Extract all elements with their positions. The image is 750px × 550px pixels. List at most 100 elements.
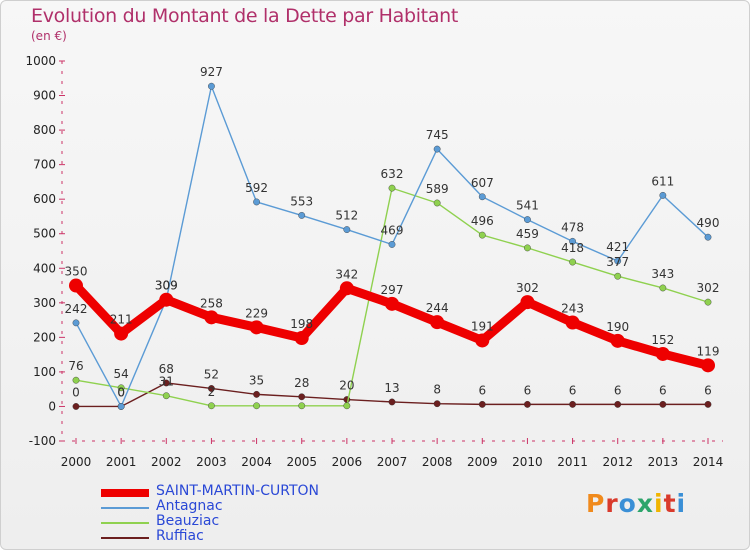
x-tick-label: 2003	[196, 455, 227, 469]
data-label: 469	[381, 223, 404, 237]
data-label: 927	[200, 65, 223, 79]
data-point	[343, 226, 351, 233]
x-tick-label: 2005	[286, 455, 317, 469]
x-tick-label: 2002	[151, 455, 182, 469]
legend-label: Beauziac	[156, 513, 220, 529]
legend-label: Ruffiac	[156, 528, 204, 544]
data-label: 589	[426, 182, 449, 196]
x-tick-label: 2012	[602, 455, 633, 469]
data-point	[253, 402, 260, 410]
y-tick-label: 400	[33, 261, 56, 275]
data-label: 512	[335, 209, 358, 223]
data-label: 297	[381, 283, 404, 297]
data-label: 421	[606, 240, 629, 254]
data-point	[478, 193, 486, 201]
data-label: 190	[606, 320, 629, 334]
data-point	[388, 184, 396, 192]
data-point	[655, 346, 670, 361]
data-label: 478	[561, 220, 584, 234]
x-tick-label: 2008	[422, 455, 453, 469]
data-label: 309	[155, 279, 178, 293]
data-point	[343, 402, 351, 410]
legend-swatch	[101, 489, 149, 497]
line-chart: -100010020030040050060070080090010002000…	[25, 54, 724, 469]
data-point	[478, 231, 486, 239]
data-label: 191	[471, 319, 494, 333]
data-label: 302	[516, 281, 539, 295]
y-tick-label: 0	[48, 399, 56, 413]
data-label: 302	[697, 281, 720, 295]
data-point	[475, 333, 490, 348]
data-point	[524, 400, 531, 408]
data-label: 6	[524, 383, 532, 397]
data-label: 350	[65, 265, 88, 279]
logo-letter: P	[586, 489, 606, 518]
data-point	[610, 333, 625, 348]
data-label: 6	[569, 383, 577, 397]
logo-letter: r	[605, 489, 619, 518]
data-label: 258	[200, 296, 223, 310]
data-point	[614, 400, 622, 408]
x-tick-label: 2001	[106, 455, 137, 469]
legend-swatch	[101, 507, 149, 509]
data-label: 592	[245, 181, 268, 195]
data-label: 244	[426, 301, 449, 315]
data-point	[524, 244, 531, 252]
data-point	[159, 292, 174, 307]
x-tick-label: 2009	[467, 455, 498, 469]
data-label: 0	[117, 385, 125, 399]
data-label: 20	[339, 379, 354, 393]
x-tick-label: 2014	[693, 455, 724, 469]
x-tick-label: 2013	[648, 455, 679, 469]
data-point	[298, 393, 306, 401]
data-point	[114, 326, 129, 341]
data-label: 343	[651, 267, 674, 281]
legend-swatch	[101, 537, 149, 539]
data-point	[208, 82, 215, 90]
data-point	[569, 237, 576, 245]
data-label: 745	[426, 128, 449, 142]
data-label: 459	[516, 227, 539, 241]
proxiti-logo: Proxiti	[586, 489, 686, 518]
data-point	[520, 295, 535, 310]
data-point	[253, 390, 260, 398]
data-point	[72, 403, 80, 410]
data-label: 229	[245, 306, 268, 320]
data-point	[569, 258, 576, 266]
data-point	[433, 145, 441, 153]
data-point	[253, 198, 260, 206]
data-point	[388, 241, 396, 248]
data-point	[704, 400, 712, 408]
data-point	[659, 191, 667, 199]
data-point	[69, 278, 83, 293]
x-tick-label: 2011	[557, 455, 588, 469]
data-point	[72, 319, 80, 327]
data-point	[659, 284, 667, 292]
x-tick-label: 2006	[332, 455, 363, 469]
data-point	[162, 392, 170, 400]
data-point	[388, 398, 396, 406]
x-tick-label: 2000	[61, 455, 92, 469]
data-point	[208, 385, 215, 392]
data-label: 8	[433, 383, 441, 397]
data-label: 52	[204, 367, 219, 381]
y-tick-label: 600	[33, 192, 56, 206]
logo-letter: i	[676, 489, 687, 518]
y-tick-label: 700	[33, 158, 56, 172]
legend-item-saint-martin-curton: SAINT-MARTIN-CURTON	[101, 484, 361, 500]
data-label: 28	[294, 376, 309, 390]
legend-item-antagnac: Antagnac	[101, 498, 361, 515]
data-point	[208, 402, 215, 410]
data-point	[298, 402, 306, 410]
logo-letter: i	[654, 489, 664, 518]
data-label: 342	[335, 267, 358, 281]
data-point	[565, 315, 580, 330]
legend-item-beauziac: Beauziac	[101, 513, 361, 530]
data-point	[249, 320, 264, 335]
logo-letter: t	[663, 489, 677, 518]
legend-label: Antagnac	[156, 498, 223, 514]
data-label: 152	[651, 333, 674, 347]
y-tick-label: 200	[33, 330, 56, 344]
data-label: 377	[606, 255, 629, 269]
data-label: 632	[381, 167, 404, 181]
